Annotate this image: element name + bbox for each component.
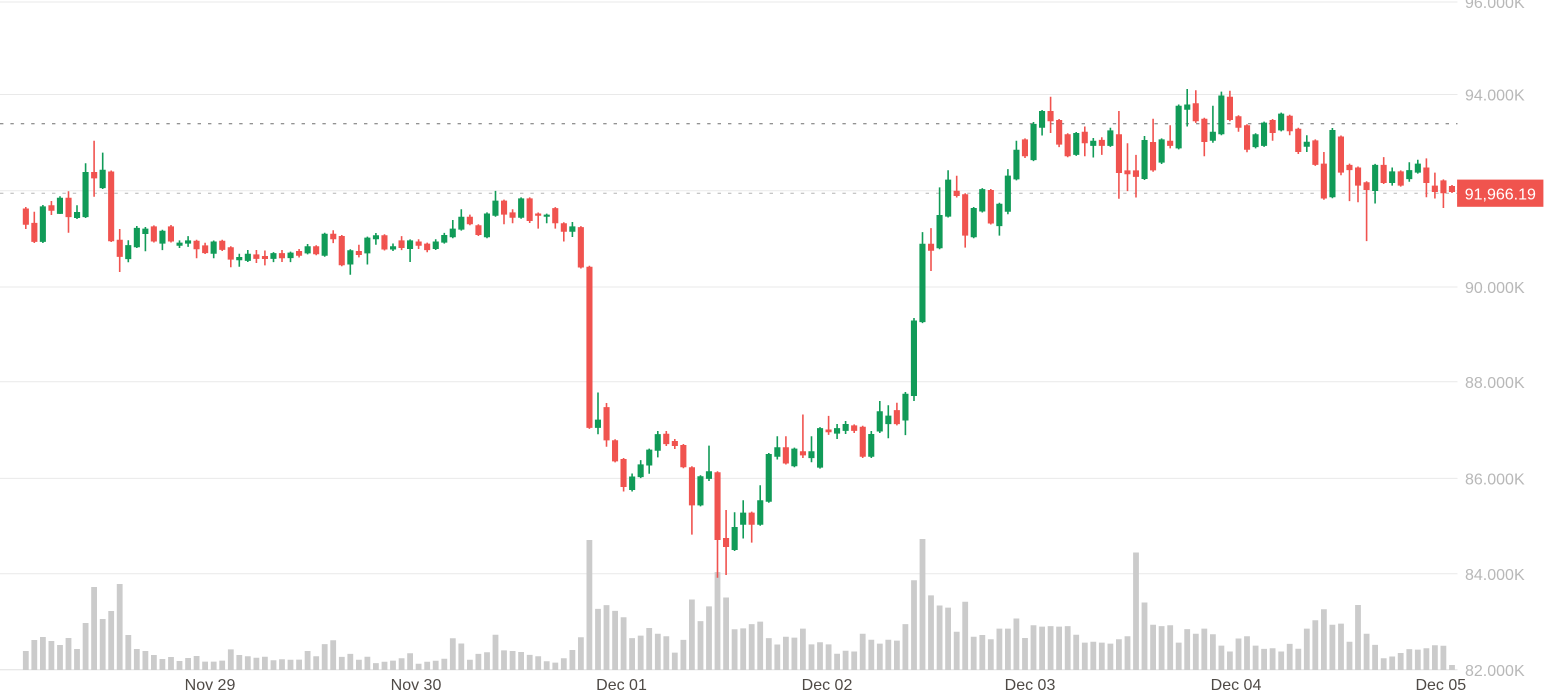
svg-text:88.000K: 88.000K: [1465, 375, 1525, 392]
svg-text:Dec 01: Dec 01: [596, 677, 647, 694]
svg-text:84.000K: 84.000K: [1465, 567, 1525, 584]
svg-text:86.000K: 86.000K: [1465, 472, 1525, 489]
svg-text:94.000K: 94.000K: [1465, 88, 1525, 105]
svg-text:Dec 05: Dec 05: [1415, 677, 1466, 694]
svg-text:Nov 30: Nov 30: [391, 677, 442, 694]
svg-text:82.000K: 82.000K: [1465, 663, 1525, 680]
svg-text:Dec 03: Dec 03: [1005, 677, 1056, 694]
svg-text:Dec 02: Dec 02: [802, 677, 853, 694]
svg-text:90.000K: 90.000K: [1465, 280, 1525, 297]
svg-text:Dec 04: Dec 04: [1211, 677, 1262, 694]
svg-text:96.000K: 96.000K: [1465, 0, 1525, 12]
svg-text:Nov 29: Nov 29: [185, 677, 236, 694]
svg-text:91,966.19: 91,966.19: [1465, 187, 1536, 204]
